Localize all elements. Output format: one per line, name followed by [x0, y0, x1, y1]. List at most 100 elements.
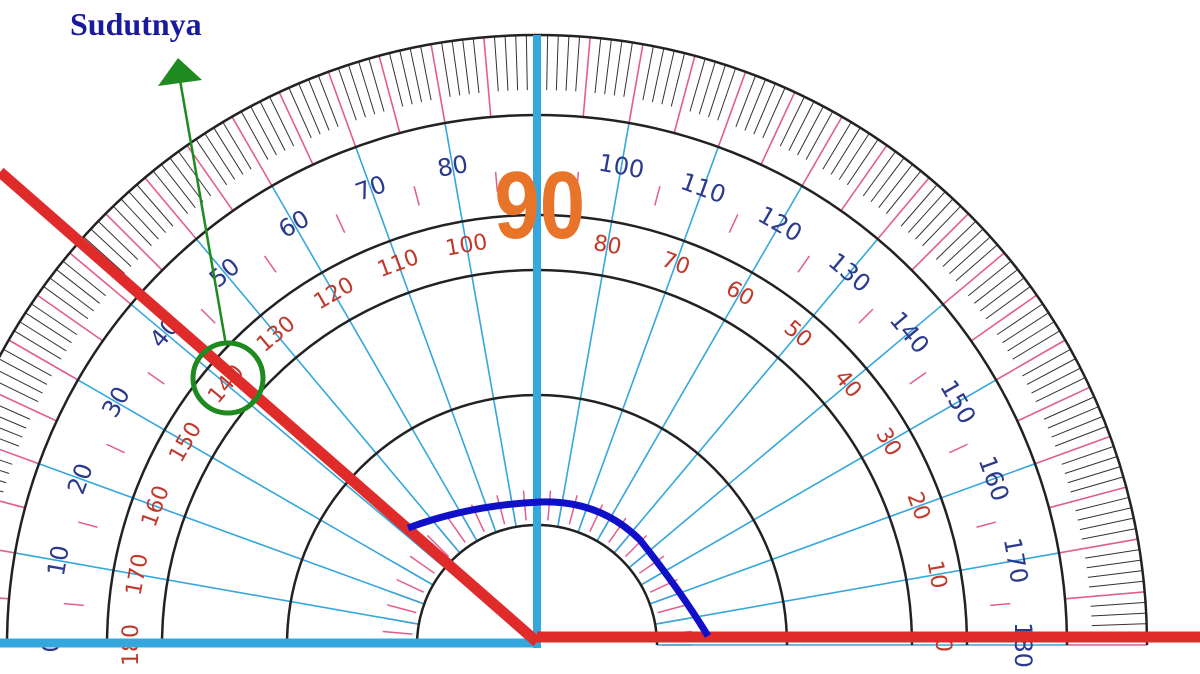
radial-line: [613, 238, 879, 554]
minor-tick: [575, 171, 580, 192]
degree-tick: [288, 87, 312, 139]
minor-tick: [263, 255, 277, 273]
inner-tick: [382, 630, 413, 635]
degree-tick: [822, 121, 852, 170]
degree-tick: [222, 121, 252, 170]
degree-tick: [949, 236, 991, 275]
arrow-head: [158, 58, 202, 86]
degree-tick: [885, 170, 922, 214]
degree-tick: [430, 44, 446, 124]
degree-tick: [575, 36, 581, 92]
outer-scale-label: 20: [62, 460, 99, 498]
radial-line: [354, 146, 497, 533]
radial-line: [38, 462, 425, 605]
degree-tick: [801, 116, 843, 187]
inner-tick: [547, 490, 552, 521]
degree-tick: [504, 35, 509, 91]
radial-line: [596, 185, 803, 542]
inner-scale-label: 80: [591, 231, 623, 260]
degree-tick: [1012, 330, 1061, 360]
outer-scale-label: 60: [274, 204, 314, 244]
degree-tick: [161, 164, 196, 208]
outer-scale-label: 120: [753, 201, 807, 248]
degree-tick: [555, 35, 559, 91]
degree-tick: [735, 75, 757, 128]
inner-tick: [568, 495, 578, 525]
degree-tick: [213, 127, 244, 175]
minor-tick: [147, 371, 165, 385]
degree-tick: [779, 96, 805, 147]
degree-tick: [358, 61, 376, 115]
degree-tick: [907, 191, 946, 233]
minor-tick: [413, 185, 420, 206]
degree-tick: [623, 42, 633, 97]
inner-scale-label: 110: [374, 245, 422, 283]
degree-tick: [0, 438, 20, 447]
degree-tick: [970, 294, 1038, 342]
minor-tick: [797, 255, 811, 273]
degree-tick: [269, 96, 295, 147]
degree-tick: [955, 244, 998, 282]
degree-tick: [996, 303, 1043, 336]
degree-tick: [0, 459, 13, 465]
degree-tick: [698, 61, 716, 115]
inner-tick: [426, 534, 450, 558]
outer-scale-label: 160: [973, 452, 1015, 505]
degree-tick: [1091, 612, 1147, 617]
degree-tick: [525, 35, 528, 91]
outer-scale-label: 30: [96, 382, 136, 422]
inner-scale-label: 70: [658, 247, 693, 280]
minor-tick: [728, 214, 739, 233]
degree-tick: [1070, 476, 1124, 493]
degree-tick: [0, 427, 23, 438]
outer-scale-label: 150: [934, 375, 981, 429]
inner-scale-label: 40: [829, 366, 866, 404]
radial-line: [130, 303, 446, 569]
degree-tick: [240, 111, 269, 160]
radial-line: [195, 238, 461, 554]
degree-tick: [1091, 623, 1147, 627]
degree-tick: [0, 416, 27, 429]
degree-tick: [1067, 466, 1121, 484]
radial-line: [557, 122, 630, 527]
minor-tick: [63, 602, 84, 607]
minor-tick: [77, 521, 98, 528]
minor-tick: [106, 443, 125, 454]
degree-tick: [689, 58, 706, 112]
degree-tick: [760, 91, 796, 165]
degree-tick: [83, 236, 125, 275]
title: Sudutnya: [70, 6, 202, 42]
degree-tick: [0, 382, 39, 403]
minor-tick: [949, 443, 968, 454]
outer-scale-label: 70: [352, 170, 390, 207]
outer-scale-label: 140: [884, 306, 935, 359]
degree-tick: [915, 198, 954, 240]
inner-tick: [447, 517, 466, 544]
degree-tick: [0, 448, 40, 465]
degree-tick: [0, 480, 7, 484]
degree-tick: [1090, 601, 1146, 607]
degree-tick: [1022, 348, 1071, 377]
radial-line: [628, 303, 944, 569]
degree-tick: [152, 170, 189, 214]
inner-tick: [657, 604, 687, 614]
degree-tick: [0, 393, 57, 422]
degree-tick: [862, 151, 896, 197]
degree-tick: [1026, 358, 1076, 385]
degree-tick: [25, 312, 72, 344]
degree-tick: [762, 87, 786, 139]
degree-tick: [717, 68, 737, 121]
degree-tick: [1017, 386, 1091, 422]
inner-tick: [638, 555, 665, 574]
degree-tick: [1075, 496, 1130, 512]
degree-tick: [462, 39, 470, 95]
degree-tick: [62, 260, 106, 297]
minor-tick: [976, 521, 997, 528]
degree-tick: [1086, 559, 1142, 569]
minor-tick: [909, 371, 927, 385]
degree-tick: [870, 157, 905, 203]
degree-tick: [582, 37, 591, 118]
degree-tick: [797, 106, 824, 156]
inner-scale-label: 50: [779, 316, 817, 353]
degree-tick: [935, 220, 977, 260]
